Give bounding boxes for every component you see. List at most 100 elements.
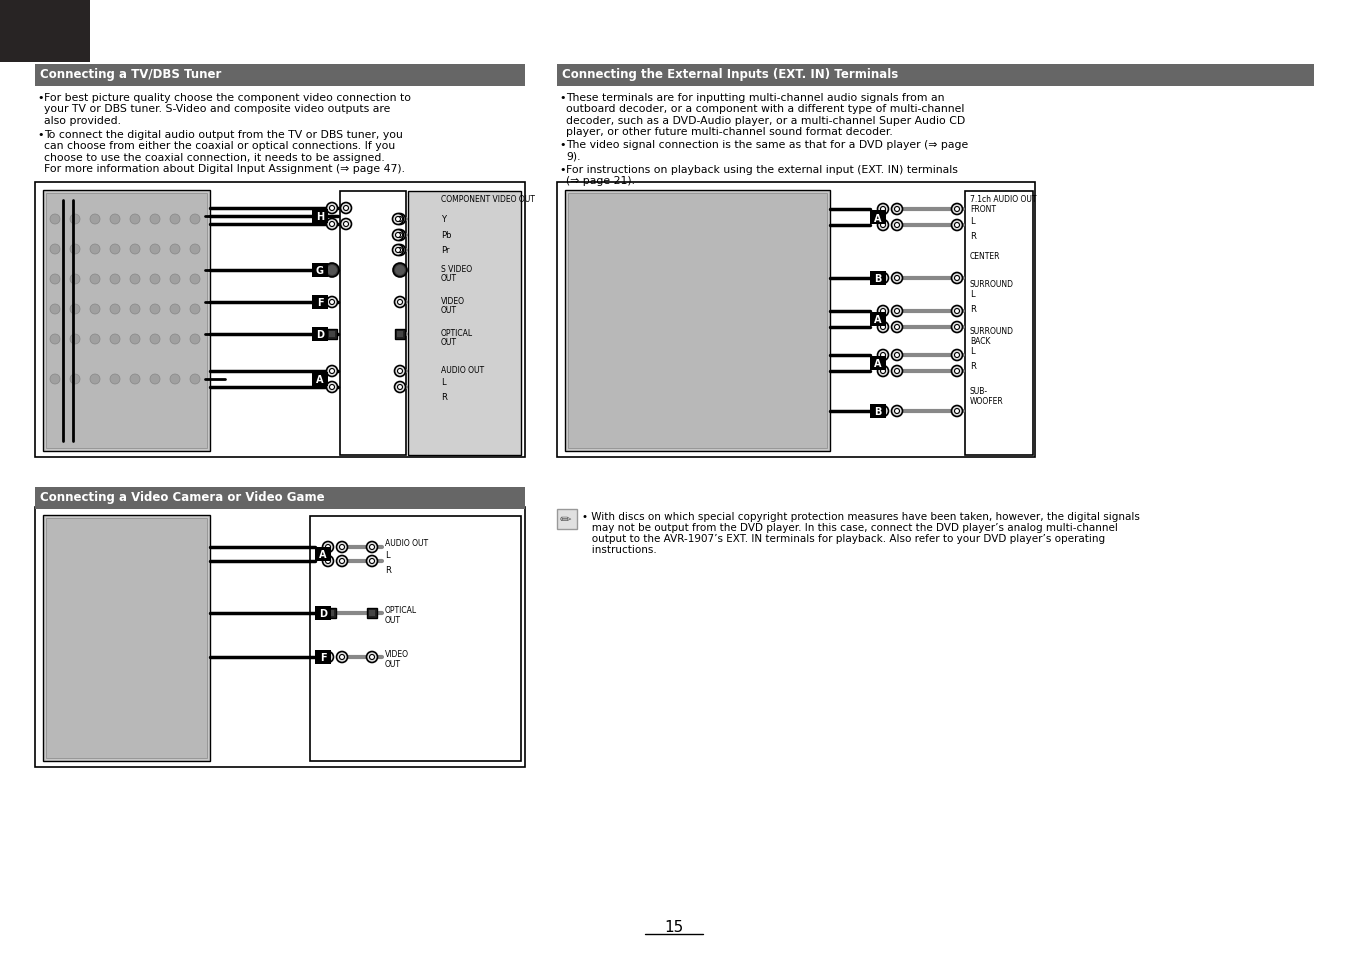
- Circle shape: [881, 325, 885, 330]
- Circle shape: [395, 248, 401, 253]
- Circle shape: [170, 245, 179, 254]
- Circle shape: [398, 369, 402, 375]
- Text: ✏: ✏: [560, 513, 572, 526]
- Text: VIDEO: VIDEO: [441, 296, 465, 306]
- Bar: [0, 0, 90, 63]
- Text: SURROUND: SURROUND: [970, 327, 1014, 335]
- Circle shape: [70, 245, 80, 254]
- Circle shape: [892, 204, 902, 215]
- Circle shape: [393, 214, 403, 225]
- Bar: [367, 608, 376, 618]
- Text: instructions.: instructions.: [581, 544, 657, 555]
- Text: For more information about Digital Input Assignment (⇒ page 47).: For more information about Digital Input…: [45, 164, 405, 173]
- Text: B: B: [874, 407, 882, 417]
- Bar: [35, 488, 525, 510]
- Circle shape: [881, 309, 885, 314]
- Text: Connecting a Video Camera or Video Game: Connecting a Video Camera or Video Game: [40, 491, 325, 503]
- Circle shape: [877, 322, 889, 334]
- Circle shape: [955, 354, 959, 358]
- Circle shape: [344, 222, 348, 227]
- Circle shape: [894, 369, 900, 375]
- Circle shape: [892, 406, 902, 417]
- Circle shape: [881, 223, 885, 229]
- Circle shape: [322, 556, 333, 567]
- Circle shape: [336, 652, 348, 662]
- Circle shape: [130, 245, 140, 254]
- Text: Connecting the External Inputs (EXT. IN) Terminals: Connecting the External Inputs (EXT. IN)…: [563, 68, 898, 81]
- Bar: [395, 330, 405, 339]
- Circle shape: [325, 545, 331, 550]
- Text: R: R: [384, 565, 391, 575]
- Text: D: D: [316, 330, 324, 340]
- Bar: [312, 373, 328, 387]
- Circle shape: [951, 306, 962, 317]
- Bar: [43, 191, 210, 452]
- Text: •: •: [558, 92, 565, 103]
- Circle shape: [892, 274, 902, 284]
- Circle shape: [340, 655, 344, 659]
- Circle shape: [894, 208, 900, 213]
- Bar: [310, 517, 521, 761]
- Circle shape: [50, 375, 59, 385]
- Text: A: A: [874, 315, 882, 325]
- Circle shape: [322, 542, 333, 553]
- Circle shape: [894, 409, 900, 414]
- Bar: [557, 510, 577, 530]
- Circle shape: [90, 375, 100, 385]
- Circle shape: [90, 274, 100, 285]
- Bar: [328, 610, 335, 617]
- Circle shape: [881, 354, 885, 358]
- Circle shape: [877, 274, 889, 284]
- Circle shape: [877, 366, 889, 377]
- Text: 15: 15: [664, 919, 684, 934]
- Circle shape: [329, 222, 335, 227]
- Circle shape: [70, 214, 80, 225]
- Bar: [568, 193, 827, 449]
- Circle shape: [394, 231, 406, 241]
- Bar: [340, 192, 406, 456]
- Bar: [316, 547, 331, 561]
- Text: choose to use the coaxial connection, it needs to be assigned.: choose to use the coaxial connection, it…: [45, 152, 384, 162]
- Circle shape: [955, 276, 959, 281]
- Text: decoder, such as a DVD-Audio player, or a multi-channel Super Audio CD: decoder, such as a DVD-Audio player, or …: [567, 115, 966, 126]
- Text: Y: Y: [441, 214, 447, 224]
- Circle shape: [150, 214, 161, 225]
- Circle shape: [877, 406, 889, 417]
- Bar: [565, 191, 830, 452]
- Circle shape: [130, 335, 140, 345]
- Circle shape: [394, 214, 406, 225]
- Circle shape: [90, 214, 100, 225]
- Circle shape: [170, 375, 179, 385]
- Circle shape: [50, 274, 59, 285]
- Text: F: F: [320, 653, 326, 662]
- Bar: [316, 606, 331, 620]
- Text: H: H: [316, 213, 324, 222]
- Bar: [329, 332, 335, 337]
- Circle shape: [111, 214, 120, 225]
- Text: OUT: OUT: [441, 337, 457, 347]
- Circle shape: [394, 297, 406, 308]
- Text: The video signal connection is the same as that for a DVD player (⇒ page: The video signal connection is the same …: [567, 140, 969, 150]
- Circle shape: [395, 217, 401, 222]
- Text: AUDIO OUT: AUDIO OUT: [384, 538, 428, 547]
- Bar: [397, 332, 403, 337]
- Bar: [965, 192, 1033, 456]
- Text: 7.1ch AUDIO OUT: 7.1ch AUDIO OUT: [970, 194, 1036, 204]
- Bar: [35, 65, 525, 87]
- Circle shape: [955, 325, 959, 330]
- Circle shape: [111, 335, 120, 345]
- Text: A: A: [316, 375, 324, 385]
- Circle shape: [170, 214, 179, 225]
- Text: Pr: Pr: [441, 246, 449, 254]
- Bar: [312, 295, 328, 310]
- Circle shape: [326, 366, 337, 377]
- Text: SUB-: SUB-: [970, 387, 987, 395]
- Circle shape: [111, 375, 120, 385]
- Circle shape: [951, 204, 962, 215]
- Text: output to the AVR-1907’s EXT. IN terminals for playback. Also refer to your DVD : output to the AVR-1907’s EXT. IN termina…: [581, 534, 1105, 543]
- Circle shape: [955, 223, 959, 229]
- Circle shape: [170, 274, 179, 285]
- Bar: [557, 65, 1314, 87]
- Circle shape: [70, 305, 80, 314]
- Circle shape: [877, 220, 889, 232]
